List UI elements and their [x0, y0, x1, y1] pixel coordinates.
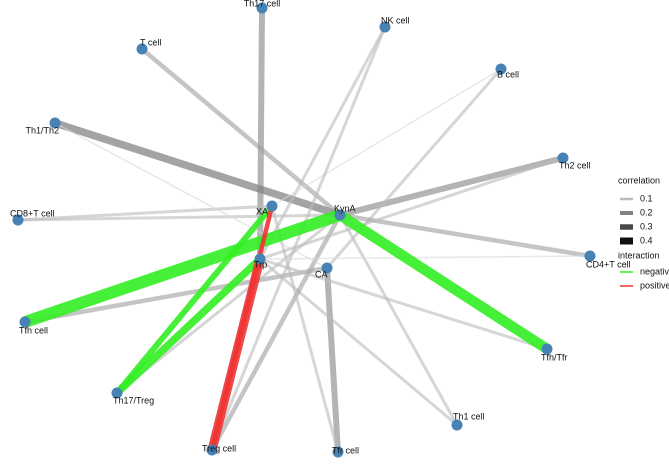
node-label: KynA	[334, 203, 356, 213]
node-label: Th17/Treg	[113, 395, 154, 405]
node-label: CA	[315, 269, 328, 279]
node	[266, 200, 278, 212]
node-label: XA	[256, 206, 268, 216]
edge	[209, 205, 275, 451]
node-label: Treg cell	[202, 443, 236, 453]
legend-label: 0.2	[640, 207, 653, 217]
node-label: Th1 cell	[453, 411, 485, 421]
node	[451, 419, 463, 431]
edge	[339, 212, 591, 259]
node	[557, 152, 569, 164]
node	[111, 387, 123, 399]
node-label: NK cell	[381, 15, 410, 25]
legend-label: positive	[640, 280, 669, 290]
node-label: Th1/Th2	[25, 125, 59, 135]
edge	[259, 156, 564, 261]
node-label: Tfh/Tfr	[541, 352, 568, 362]
node-label: Th17 cell	[244, 0, 281, 8]
legend-title: correlation	[618, 175, 660, 185]
edge	[339, 155, 564, 218]
edge	[337, 210, 550, 354]
edge	[259, 257, 548, 351]
node	[334, 209, 346, 221]
node	[256, 2, 268, 14]
node	[495, 63, 507, 75]
legend-title: interaction	[618, 250, 660, 260]
edge	[270, 205, 340, 453]
edge	[114, 204, 275, 395]
node	[541, 343, 553, 355]
legend-label: 0.4	[640, 235, 653, 245]
edge	[259, 257, 458, 427]
legend-label: 0.3	[640, 221, 653, 231]
edge	[17, 204, 273, 222]
node	[332, 446, 344, 458]
edge	[338, 214, 459, 426]
legend-label: negative	[640, 266, 669, 276]
node	[321, 262, 333, 274]
node-label: CD4+T cell	[586, 259, 631, 269]
edge	[17, 213, 341, 222]
node	[12, 214, 24, 226]
edge	[210, 213, 342, 452]
node	[379, 21, 391, 33]
node-label: Tfh cell	[19, 325, 48, 335]
edge	[325, 68, 503, 269]
node-label: T cell	[140, 37, 161, 47]
node	[206, 444, 218, 456]
node	[584, 250, 596, 262]
legend-label: 0.1	[640, 193, 653, 203]
edge	[114, 256, 263, 396]
node	[19, 316, 31, 328]
node-label: B cell	[497, 69, 519, 79]
edge	[324, 267, 341, 453]
edge	[54, 122, 328, 269]
node-label: CD8+T cell	[10, 208, 55, 218]
edge	[271, 68, 502, 207]
edge	[23, 209, 342, 328]
node	[254, 253, 266, 265]
edge	[24, 265, 328, 325]
edge	[53, 119, 342, 219]
node	[136, 43, 148, 55]
node-label: Trp	[254, 259, 267, 269]
edge	[210, 26, 387, 451]
edge	[258, 26, 387, 260]
edge	[259, 255, 591, 260]
node-label: Tfr cell	[332, 445, 359, 455]
node	[49, 117, 61, 129]
edge	[140, 47, 342, 217]
node-label: Th2 cell	[559, 160, 591, 170]
